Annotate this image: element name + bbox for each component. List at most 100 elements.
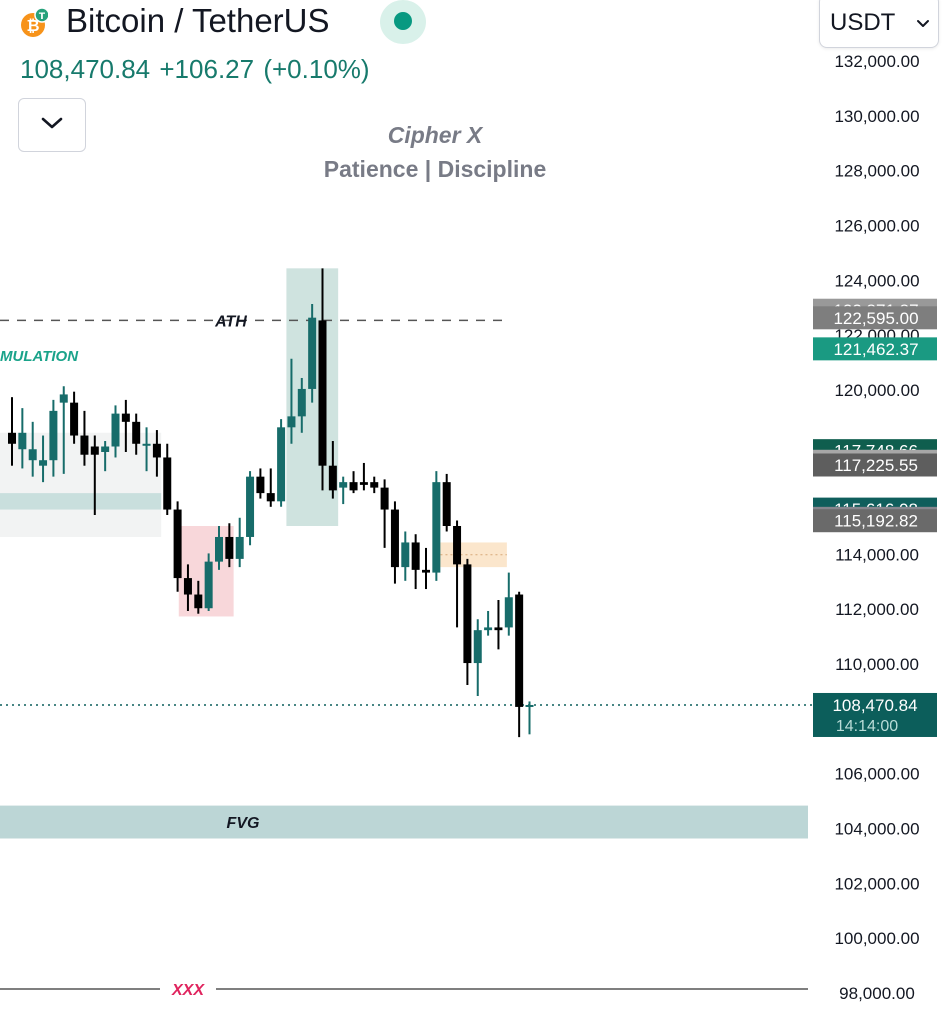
candle-body — [18, 432, 27, 450]
candle — [370, 476, 379, 494]
candle-body — [473, 630, 482, 664]
candle-body — [163, 457, 172, 510]
candle-body — [235, 536, 244, 559]
candle-body — [453, 526, 462, 565]
candle-body — [256, 476, 265, 494]
collapse-legend-button[interactable] — [18, 98, 86, 152]
candle-body — [432, 482, 441, 573]
candle — [525, 701, 534, 735]
y-tick-label: 126,000.00 — [834, 216, 919, 235]
candle-body — [28, 449, 37, 461]
candle — [111, 405, 120, 458]
market-status-indicator[interactable] — [380, 0, 426, 44]
symbol-title[interactable]: Bitcoin / TetherUS — [66, 2, 330, 39]
candle-body — [152, 443, 161, 458]
y-tick-label: 130,000.00 — [834, 107, 919, 126]
candle — [328, 441, 337, 499]
current-price-text: 108,470.84 — [832, 696, 917, 715]
candle — [401, 531, 410, 581]
candle-body — [183, 578, 192, 595]
candle — [494, 600, 503, 650]
candle — [339, 476, 348, 505]
candle — [453, 520, 462, 628]
candle-body — [349, 482, 358, 491]
fvg-label: FVG — [227, 815, 260, 832]
candle-body — [484, 627, 493, 631]
candle — [49, 399, 58, 477]
candle — [90, 435, 99, 516]
watermark-title: Cipher X — [387, 122, 483, 148]
candle — [256, 468, 265, 499]
candle — [504, 572, 513, 636]
y-tick-label: 104,000.00 — [834, 820, 919, 839]
candle — [287, 358, 296, 444]
candle — [163, 443, 172, 516]
candle — [8, 397, 16, 466]
low-marker-label: XXX — [171, 982, 205, 999]
y-tick-label: 112,000.00 — [835, 600, 919, 619]
candle-body — [246, 476, 255, 537]
candle-body — [204, 561, 213, 609]
candle — [204, 553, 213, 611]
candle-body — [277, 427, 286, 502]
price-change-percent: (+0.10%) — [263, 54, 370, 84]
candle-body — [411, 542, 420, 570]
candle — [132, 413, 141, 455]
svg-text:T: T — [39, 12, 46, 22]
y-tick-label: 102,000.00 — [834, 874, 919, 893]
candle-body — [318, 320, 327, 466]
price-label-box — [813, 337, 937, 361]
candle-body — [80, 435, 89, 455]
candle-body — [49, 410, 58, 461]
price-change: +106.27 — [159, 54, 255, 84]
candle-body — [70, 402, 79, 436]
candle-body — [8, 432, 16, 444]
candle-body — [504, 597, 513, 628]
candle — [215, 526, 223, 570]
price-label-text: 121,462.37 — [833, 340, 918, 359]
ath-label: ATH — [214, 313, 247, 330]
candle — [194, 580, 203, 614]
candle — [359, 462, 368, 491]
price-label-text: 117,225.55 — [834, 456, 918, 475]
candle-body — [380, 487, 389, 510]
candle — [308, 303, 317, 403]
candle — [235, 517, 244, 568]
svg-text:₿: ₿ — [26, 16, 39, 35]
chevron-down-icon — [917, 20, 929, 27]
candle-body — [287, 416, 296, 428]
candle — [18, 408, 27, 469]
quote-currency-select[interactable]: USDT — [819, 0, 939, 48]
current-price-label-box — [813, 692, 937, 737]
candle-body — [422, 569, 430, 573]
candle — [442, 473, 451, 532]
last-price: 108,470.84 — [20, 54, 151, 84]
y-tick-label: 124,000.00 — [834, 271, 919, 290]
candle-body — [442, 482, 451, 526]
candle — [390, 501, 399, 584]
candle-body — [121, 413, 130, 422]
candle — [70, 391, 79, 444]
accumulation-label: MULATION — [0, 348, 79, 365]
candle — [59, 386, 68, 474]
candle — [349, 471, 358, 494]
candle-body — [339, 482, 348, 488]
candle — [515, 591, 524, 738]
candle-body — [266, 493, 275, 502]
candle — [473, 619, 482, 696]
y-tick-label: 120,000.00 — [834, 381, 919, 400]
candle-body — [525, 704, 534, 707]
range-band-zone — [0, 493, 162, 510]
candle-body — [59, 394, 68, 403]
candle-body — [297, 388, 306, 417]
candle-body — [515, 594, 524, 707]
candle-body — [173, 509, 182, 579]
candle-body — [494, 627, 503, 631]
candle — [101, 441, 110, 472]
candle-body — [215, 536, 223, 562]
bitcoin-icon: ₿ T — [18, 7, 50, 38]
candle-body — [142, 443, 151, 446]
candle-body — [308, 317, 317, 389]
candle-body — [463, 564, 472, 664]
